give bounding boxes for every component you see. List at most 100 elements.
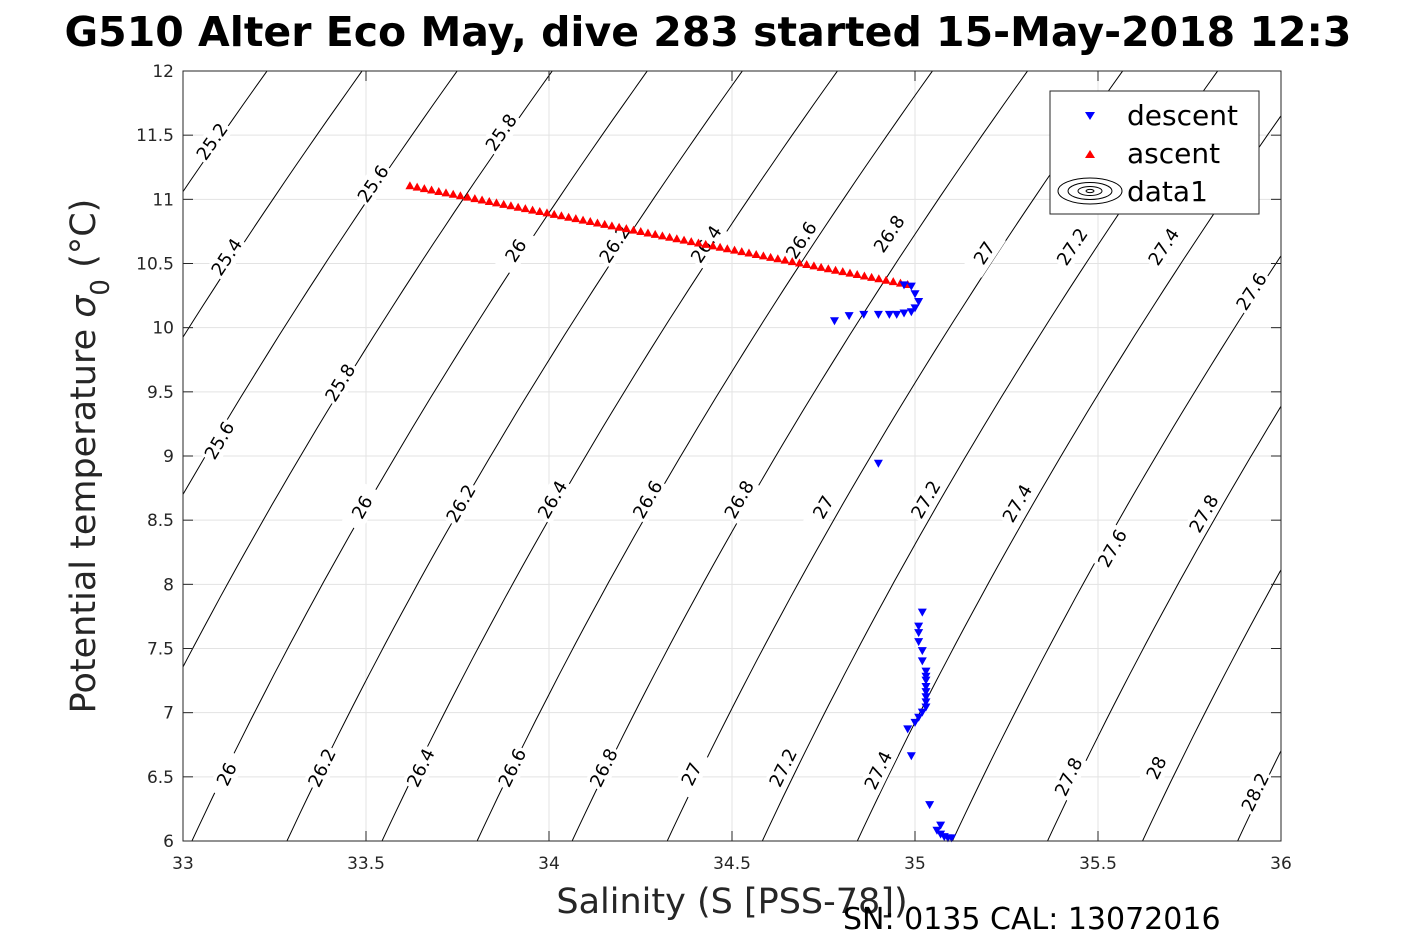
ascent-point [455, 191, 465, 200]
ascent-point [730, 245, 740, 254]
ascent-point [686, 237, 696, 246]
ascent-point [578, 215, 588, 224]
y-tick-label: 6.5 [147, 768, 174, 788]
density-contour-line [951, 254, 1281, 841]
descent-point [921, 703, 931, 712]
descent-point [844, 312, 854, 321]
ascent-point [412, 182, 422, 191]
descent-point [899, 281, 909, 290]
x-axis-label: Salinity (S [PSS-78]) [556, 882, 907, 922]
y-axis-label-suffix: (°C) [64, 199, 104, 279]
legend-contour-icon [1057, 177, 1123, 205]
ascent-point [773, 254, 783, 263]
ascent-point [491, 198, 501, 207]
descent-point [917, 708, 927, 717]
ascent-point [549, 209, 559, 218]
x-axis-ticks: 33 33.5 34 34.5 35 35.5 36 [172, 71, 1292, 874]
descent-point [910, 290, 920, 299]
ascent-point [737, 247, 747, 256]
x-tick-label: 36 [1270, 854, 1292, 874]
ascent-point [852, 270, 862, 279]
ascent-point [867, 272, 877, 281]
descent-point [892, 310, 902, 319]
y-axis-label-prefix: Potential temperature [64, 318, 104, 714]
x-tick-label: 33.5 [347, 854, 385, 874]
ascent-point [881, 275, 891, 284]
ascent-point [693, 238, 703, 247]
y-tick-label: 8.5 [147, 511, 174, 531]
contour-label-background [963, 228, 1006, 278]
y-tick-label: 11.5 [136, 126, 174, 146]
descent-point [921, 676, 931, 685]
descent-point [903, 725, 913, 734]
y-tick-label: 11 [152, 190, 174, 210]
ascent-point [535, 206, 545, 215]
x-tick-label: 35 [904, 854, 926, 874]
descent-point [899, 309, 909, 318]
contour-label-background [780, 215, 823, 265]
contour-label-background [868, 209, 911, 259]
contour-label-background [905, 475, 947, 525]
ascent-point [513, 202, 523, 211]
ascent-point [874, 274, 884, 283]
ascent-point [766, 252, 776, 261]
contour-label-background [190, 117, 234, 166]
ascent-point [643, 228, 653, 237]
contour-label-background [996, 478, 1038, 529]
y-tick-label: 8 [163, 575, 174, 595]
ascent-point [787, 257, 797, 266]
ascent-point [802, 259, 812, 268]
contour-label-background [440, 478, 482, 529]
contour-label-background [532, 475, 574, 525]
descent-point [906, 752, 916, 761]
ascent-point [845, 268, 855, 277]
descent-point [921, 667, 931, 676]
contour-label-background [494, 226, 538, 276]
y-tick-label: 9.5 [147, 383, 174, 403]
descent-point [829, 317, 839, 326]
contour-label-background [205, 232, 249, 282]
contour-label-background [672, 749, 712, 799]
ascent-point [463, 192, 473, 201]
density-contour-line [191, 71, 648, 841]
density-contour-line [856, 114, 1281, 841]
descent-point [914, 713, 924, 722]
ascent-point [477, 195, 487, 204]
descent-point [914, 638, 924, 647]
contour-label-background [718, 475, 760, 525]
descent-point [921, 683, 931, 691]
contour-label-background [1092, 523, 1133, 573]
density-contour-line [183, 71, 363, 339]
ascent-point [831, 265, 841, 274]
serial-calibration-note: SN: 0135 CAL: 13072016 [843, 902, 1221, 937]
ascent-point [484, 196, 494, 205]
y-tick-label: 12 [152, 62, 174, 82]
ascent-point [614, 222, 624, 231]
ascent-point [715, 242, 725, 251]
x-tick-label: 34 [538, 854, 560, 874]
contour-label-background [1183, 489, 1225, 539]
ascent-point [722, 244, 732, 253]
y-axis-label-symbol: σ [64, 294, 104, 318]
ascent-point [405, 181, 415, 190]
ascent-point [571, 214, 581, 223]
descent-point [917, 657, 927, 666]
contour-label-background [207, 749, 247, 799]
y-tick-label: 7 [163, 704, 174, 724]
y-axis-label-subscript: 0 [86, 279, 116, 296]
descent-point [921, 688, 931, 697]
contour-label-background [479, 108, 523, 157]
descent-point [914, 622, 924, 631]
ascent-point [636, 227, 646, 236]
x-tick-label: 33 [172, 854, 194, 874]
ascent-point [859, 271, 869, 280]
ascent-point [419, 184, 429, 193]
y-tick-label: 6 [163, 832, 174, 852]
descent-point [873, 310, 883, 319]
ascent-point [679, 235, 689, 244]
ascent-point [506, 201, 516, 210]
ascent-point [448, 189, 458, 198]
legend-box [1049, 90, 1260, 215]
descent-point [947, 834, 957, 843]
ascent-point [542, 208, 552, 217]
